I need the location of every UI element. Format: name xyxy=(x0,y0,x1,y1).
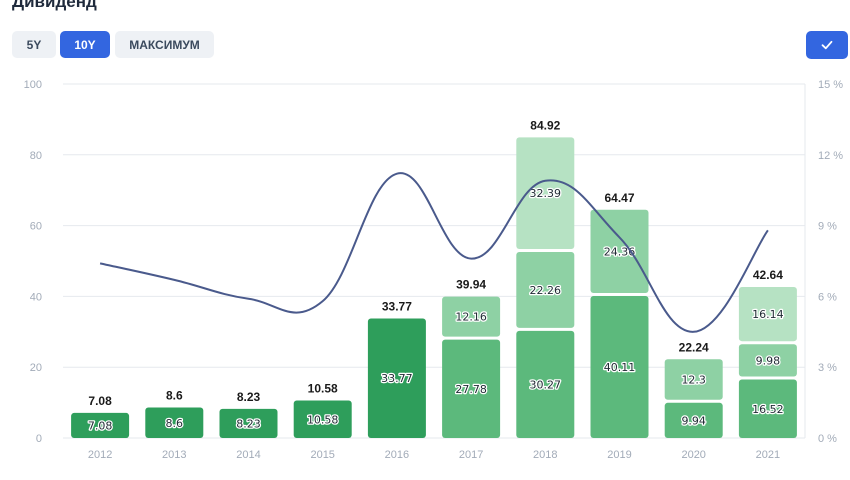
y-left-tick-label: 40 xyxy=(30,291,42,303)
segment-value-label: 12.3 xyxy=(681,374,706,387)
page-title: Дивиденд xyxy=(12,0,97,11)
y-left-tick-label: 100 xyxy=(24,79,42,91)
bar-segment xyxy=(516,137,575,250)
bar-segment xyxy=(516,330,575,438)
total-value-label: 39.94 xyxy=(456,278,486,292)
y-right-tick-label: 0 % xyxy=(818,433,837,445)
x-tick-label: 2017 xyxy=(459,449,483,461)
x-tick-label: 2015 xyxy=(310,449,334,461)
segment-value-label: 30.27 xyxy=(530,378,562,391)
total-value-label: 10.58 xyxy=(308,382,338,396)
y-left-tick-label: 20 xyxy=(30,362,42,374)
total-value-label: 22.24 xyxy=(679,340,709,354)
segment-value-label: 7.08 xyxy=(88,419,113,432)
segment-value-label: 32.39 xyxy=(530,187,562,200)
range-5y-button[interactable]: 5Y xyxy=(12,31,56,58)
x-tick-label: 2012 xyxy=(88,449,112,461)
bar-segment xyxy=(590,209,649,294)
bar-segment xyxy=(442,296,501,337)
bar-segment xyxy=(367,318,426,438)
total-value-label: 84.92 xyxy=(530,118,560,132)
segment-value-label: 12.16 xyxy=(455,311,487,324)
y-right-tick-label: 3 % xyxy=(818,362,837,374)
y-right-tick-label: 9 % xyxy=(818,221,837,233)
segment-value-label: 10.58 xyxy=(307,413,339,426)
confirm-button[interactable] xyxy=(806,31,848,59)
segment-value-label: 9.98 xyxy=(756,354,781,367)
x-tick-label: 2013 xyxy=(162,449,186,461)
x-tick-label: 2014 xyxy=(236,449,260,461)
bar-segment xyxy=(145,407,204,438)
bar-segment xyxy=(664,402,723,438)
check-icon xyxy=(821,40,833,50)
total-value-label: 42.64 xyxy=(753,268,783,282)
total-value-label: 8.6 xyxy=(166,389,183,403)
segment-value-label: 16.52 xyxy=(752,403,784,416)
segment-value-label: 8.23 xyxy=(236,417,261,430)
bar-segment xyxy=(219,408,278,438)
x-tick-label: 2020 xyxy=(681,449,705,461)
total-value-label: 64.47 xyxy=(604,191,634,205)
segment-value-label: 40.11 xyxy=(604,361,636,374)
segment-value-label: 33.77 xyxy=(381,372,413,385)
y-left-tick-label: 0 xyxy=(36,433,42,445)
total-value-label: 8.23 xyxy=(237,390,261,404)
bar-segment xyxy=(738,379,797,438)
segment-value-label: 22.26 xyxy=(530,284,562,297)
x-tick-label: 2016 xyxy=(385,449,409,461)
segment-value-label: 9.94 xyxy=(681,414,706,427)
y-right-tick-label: 12 % xyxy=(818,150,843,162)
bar-segment xyxy=(738,344,797,377)
x-tick-label: 2021 xyxy=(756,449,780,461)
segment-value-label: 8.6 xyxy=(166,417,184,430)
total-value-label: 7.08 xyxy=(88,394,112,408)
bar-segment xyxy=(664,359,723,400)
y-left-tick-label: 60 xyxy=(30,221,42,233)
segment-value-label: 27.78 xyxy=(455,383,487,396)
total-value-label: 33.77 xyxy=(382,299,412,313)
segment-value-label: 16.14 xyxy=(752,308,784,321)
x-tick-label: 2019 xyxy=(607,449,631,461)
bar-segment xyxy=(590,296,649,438)
bar-segment xyxy=(738,287,797,342)
range-max-button[interactable]: МАКСИМУМ xyxy=(115,31,214,58)
y-left-tick-label: 80 xyxy=(30,150,42,162)
bar-segment xyxy=(71,412,130,438)
bar-segment xyxy=(442,339,501,438)
range-10y-button[interactable]: 10Y xyxy=(60,31,110,58)
y-right-tick-label: 6 % xyxy=(818,291,837,303)
y-right-tick-label: 15 % xyxy=(818,79,843,91)
bar-segment xyxy=(293,400,352,438)
yield-line xyxy=(99,172,769,333)
x-tick-label: 2018 xyxy=(533,449,557,461)
bar-segment xyxy=(516,252,575,328)
